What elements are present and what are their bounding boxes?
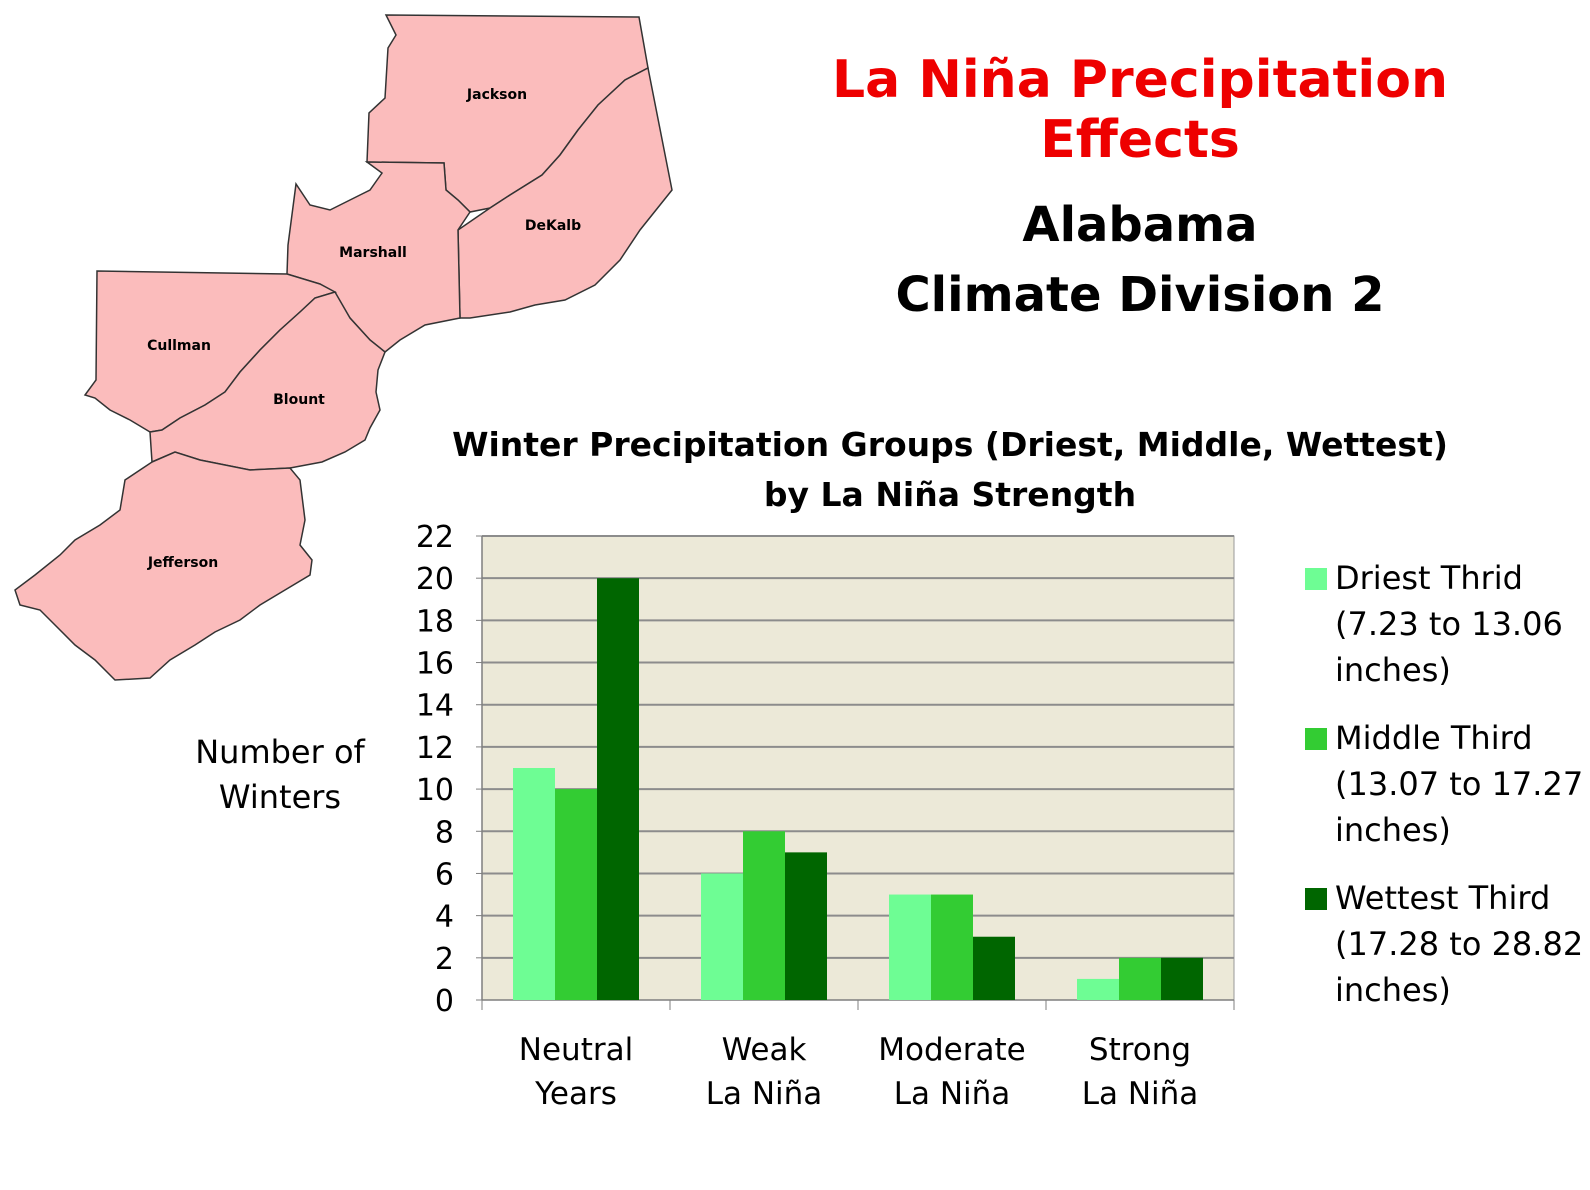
bar	[701, 873, 743, 1000]
label-marshall: Marshall	[339, 245, 407, 261]
bar	[1161, 957, 1203, 1000]
label-dekalb: DeKalb	[525, 218, 581, 234]
legend-label: inches)	[1335, 811, 1451, 849]
y-tick-label: 8	[435, 815, 454, 850]
chart-title-line: by La Niña Strength	[763, 475, 1137, 514]
legend-label: inches)	[1335, 651, 1451, 689]
label-jackson: Jackson	[466, 87, 527, 103]
x-tick-label: La Niña	[894, 1076, 1011, 1112]
label-jefferson: Jefferson	[147, 555, 218, 571]
x-tick-label: Moderate	[878, 1032, 1025, 1068]
legend-label: Wettest Third	[1335, 879, 1551, 917]
y-axis-label: Number of Winters	[180, 730, 380, 820]
x-tick-label: La Niña	[1082, 1076, 1199, 1112]
bar	[1077, 978, 1119, 1000]
bar	[973, 936, 1015, 1000]
legend-label: Middle Third	[1335, 719, 1533, 757]
x-tick-label: Neutral	[519, 1032, 633, 1068]
subtitle: Alabama Climate Division 2	[840, 190, 1440, 330]
chart-title-line: Winter Precipitation Groups (Driest, Mid…	[452, 425, 1448, 464]
y-tick-label: 2	[435, 942, 454, 977]
y-tick-label: 10	[416, 773, 454, 808]
x-tick-label: Years	[534, 1076, 617, 1112]
page-title: La Niña Precipitation Effects	[832, 50, 1448, 170]
label-cullman: Cullman	[147, 338, 211, 354]
legend-swatch-driest	[1305, 568, 1327, 590]
subtitle-line: Alabama	[1022, 197, 1258, 253]
x-tick-label: Strong	[1089, 1032, 1191, 1068]
y-tick-label: 12	[416, 731, 454, 766]
legend-label: Driest Thrid	[1335, 559, 1523, 597]
bar	[513, 768, 555, 1000]
bar	[555, 789, 597, 1000]
county-jefferson	[14, 451, 313, 681]
x-tick-label: La Niña	[706, 1076, 823, 1112]
y-axis-label-line: Winters	[218, 778, 342, 816]
bar	[889, 894, 931, 1000]
legend-label: (17.28 to 28.82	[1335, 925, 1584, 963]
bar	[743, 831, 785, 1000]
legend-label: inches)	[1335, 971, 1451, 1009]
y-tick-label: 4	[435, 900, 454, 935]
county-map: Jackson DeKalb Marshall Cullman Blount J…	[14, 14, 673, 681]
y-axis-label-line: Number of	[195, 733, 365, 771]
bar	[785, 852, 827, 1000]
legend-label: (7.23 to 13.06	[1335, 605, 1563, 643]
bar	[931, 894, 973, 1000]
y-tick-label: 0	[435, 984, 454, 1019]
y-tick-label: 6	[435, 857, 454, 892]
legend-item-middle: Middle Third (13.07 to 17.27 inches)	[1305, 715, 1590, 853]
subtitle-line: Climate Division 2	[895, 267, 1385, 323]
legend-label: (13.07 to 17.27	[1335, 765, 1584, 803]
x-tick-label: Weak	[722, 1032, 807, 1068]
county-dekalb	[457, 66, 673, 319]
label-blount: Blount	[273, 392, 325, 408]
chart-legend: Driest Thrid (7.23 to 13.06 inches) Midd…	[1305, 555, 1590, 1035]
legend-swatch-middle	[1305, 728, 1327, 750]
legend-swatch-wettest	[1305, 888, 1327, 910]
chart-title: Winter Precipitation Groups (Driest, Mid…	[450, 420, 1450, 520]
legend-item-wettest: Wettest Third (17.28 to 28.82 inches)	[1305, 875, 1590, 1013]
bar	[1119, 957, 1161, 1000]
legend-item-driest: Driest Thrid (7.23 to 13.06 inches)	[1305, 555, 1590, 693]
